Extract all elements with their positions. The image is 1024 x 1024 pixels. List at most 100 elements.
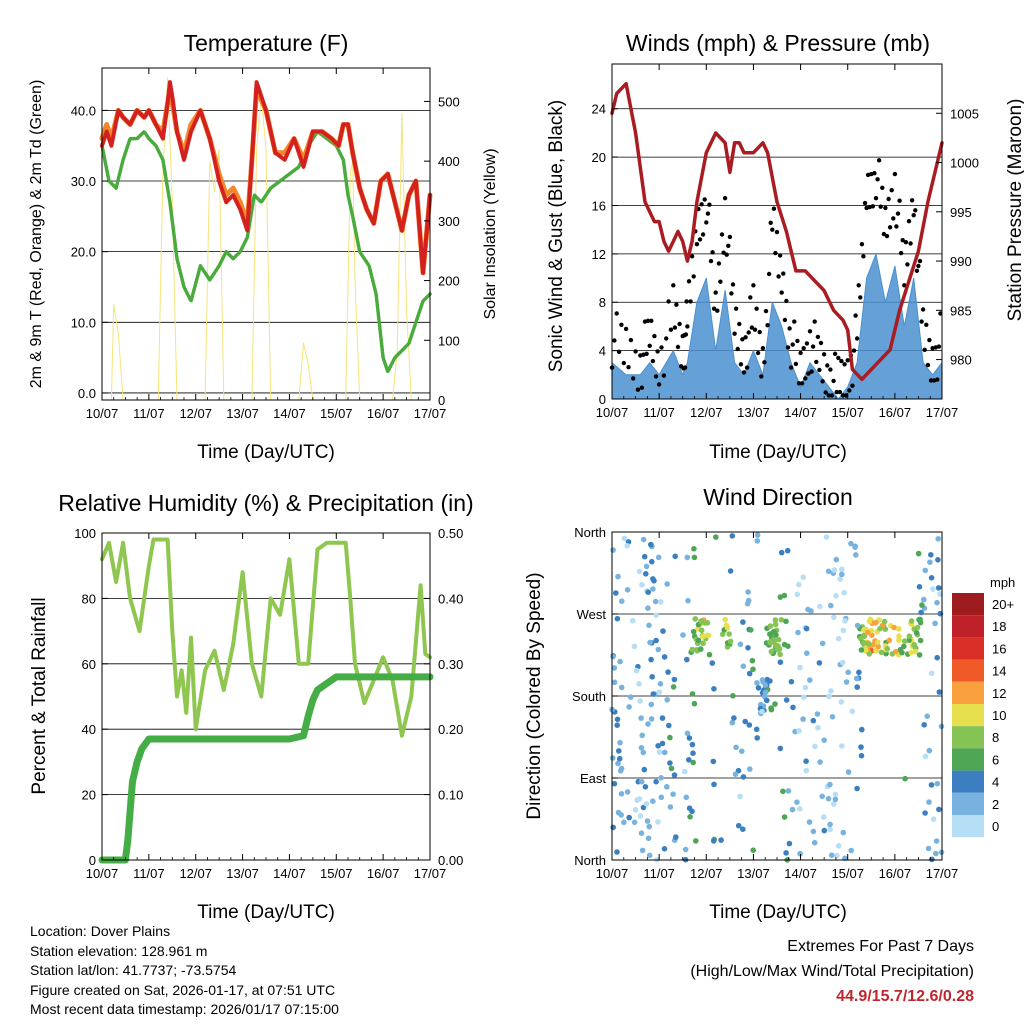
direction-point (753, 726, 760, 733)
gust-point (686, 279, 692, 284)
gust-point (633, 349, 638, 354)
gust-point (924, 322, 929, 327)
direction-point (902, 775, 908, 782)
direction-point (777, 745, 784, 752)
location-text: Location: Dover Plains (30, 923, 171, 939)
gust-point (699, 202, 704, 207)
gust-point (744, 365, 750, 370)
direction-point (639, 778, 645, 785)
direction-point (786, 840, 793, 847)
direction-point (848, 540, 854, 547)
direction-point (864, 629, 871, 636)
gust-point (684, 299, 689, 304)
direction-point (896, 626, 902, 632)
gust-point (732, 331, 737, 336)
direction-point (928, 552, 934, 558)
direction-point (750, 847, 756, 853)
dir-xtick-label: 13/07 (737, 866, 770, 881)
direction-point (797, 850, 803, 857)
direction-point (638, 830, 645, 836)
temp-ytick-label: 0.0 (78, 386, 96, 401)
direction-point (913, 630, 920, 636)
direction-point (617, 739, 623, 746)
gust-point (700, 232, 706, 237)
temp-xtick-label: 11/07 (133, 406, 165, 421)
direction-point (689, 808, 695, 815)
gust-point (900, 238, 905, 243)
gust-point (782, 317, 788, 323)
extremes-values: 44.9/15.7/12.6/0.28 (836, 988, 974, 1005)
gust-point (790, 342, 795, 347)
gust-point (683, 332, 689, 337)
direction-point (656, 689, 663, 695)
direction-point (917, 616, 923, 623)
direction-point (924, 713, 930, 719)
gust-point (892, 171, 898, 177)
direction-point (631, 643, 638, 650)
wind-direction-title: Wind Direction (703, 484, 853, 510)
direction-point (740, 663, 747, 669)
direction-point (854, 622, 861, 629)
gust-point (749, 325, 755, 330)
direction-point (624, 587, 631, 593)
gust-point (887, 225, 893, 230)
temp-y2tick-label: 0 (438, 393, 445, 408)
gust-point (925, 362, 931, 368)
direction-point (643, 571, 649, 577)
direction-point (640, 536, 647, 543)
direction-point (634, 797, 640, 803)
direction-point (759, 677, 766, 683)
winds-xtick-label: 12/07 (690, 405, 723, 420)
gust-point (711, 306, 717, 311)
direction-point (858, 744, 864, 750)
direction-point (689, 741, 696, 748)
direction-point (704, 632, 711, 638)
station-pressure-line (610, 81, 944, 382)
direction-point (783, 850, 789, 856)
colorbar-swatch (952, 659, 984, 682)
gust-point (872, 171, 877, 176)
gust-point (911, 213, 916, 218)
gust-point (713, 290, 718, 295)
direction-point (919, 602, 925, 608)
gust-point (628, 337, 634, 343)
direction-point (932, 620, 938, 627)
direction-point (650, 798, 656, 804)
direction-point (704, 620, 711, 626)
direction-point (768, 705, 774, 711)
direction-point (935, 585, 942, 591)
direction-point (614, 615, 621, 622)
rh-y2tick-label: 0.40 (438, 591, 463, 606)
gust-point (716, 261, 722, 266)
direction-point (830, 801, 837, 807)
direction-point (796, 581, 802, 588)
direction-point (908, 649, 914, 656)
gust-point (843, 393, 849, 398)
colorbar-label: 12 (992, 686, 1006, 701)
direction-point (794, 591, 801, 598)
winds-panel: Winds (mph) & Pressure (mb) 10/07 11/07 12… (546, 30, 1024, 463)
direction-point (865, 641, 872, 647)
gust-point (913, 208, 918, 213)
humidity-xlabel: Time (Day/UTC) (197, 902, 335, 923)
gust-point (935, 377, 940, 382)
direction-point (896, 637, 902, 643)
gust-point (821, 352, 827, 357)
direction-point (916, 652, 923, 658)
gust-point (908, 241, 913, 246)
direction-point (807, 677, 813, 683)
temperature-series (99, 77, 433, 401)
direction-point (776, 646, 783, 652)
gust-point (639, 385, 645, 390)
gust-point (631, 376, 636, 381)
direction-point (839, 743, 845, 749)
direction-point (666, 722, 672, 729)
direction-point (781, 814, 788, 820)
winds-ytick-label: 8 (599, 295, 606, 310)
gust-point (752, 327, 758, 332)
winds-y2tick-label: 1005 (950, 106, 979, 121)
gust-point (784, 298, 789, 304)
colorbar-swatch (952, 726, 984, 749)
temp-xtick-label: 15/07 (320, 406, 353, 421)
total-rainfall-line (98, 673, 434, 864)
